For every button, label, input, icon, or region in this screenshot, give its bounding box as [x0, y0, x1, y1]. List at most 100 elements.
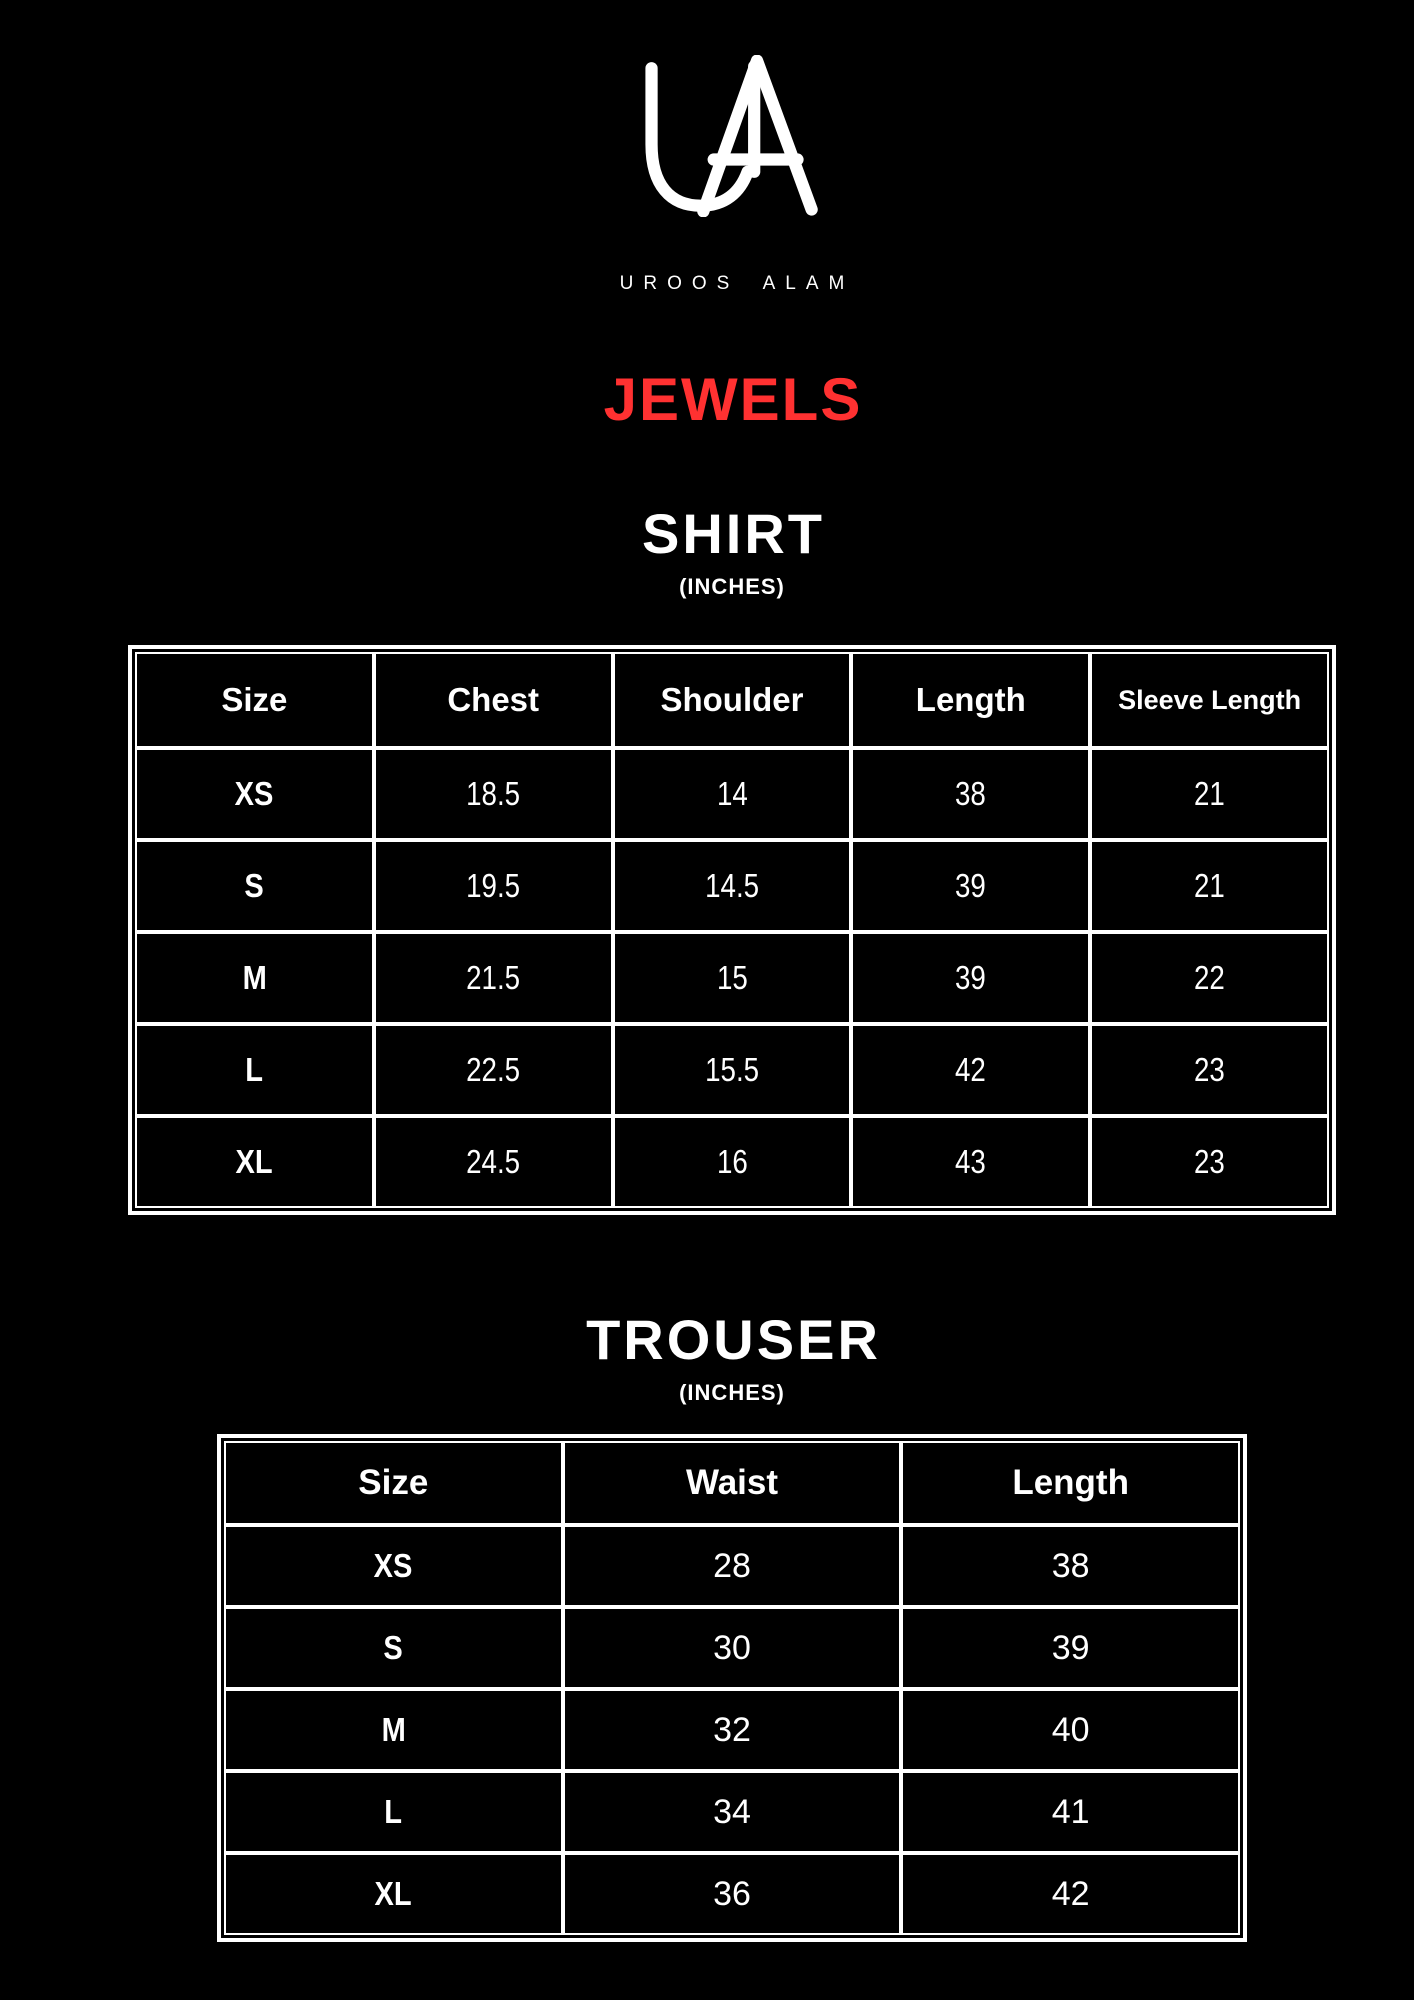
size-label-cell: XS	[224, 1525, 563, 1607]
measurement-cell: 30	[562, 1607, 902, 1689]
table-row: S 19.5 14.5 39 21	[135, 840, 1329, 932]
size-label: XS	[373, 1547, 413, 1584]
measurement-value: 23	[1194, 1143, 1226, 1180]
brand-name: UROOS ALAM	[619, 273, 855, 294]
column-header-label: Size	[358, 1463, 429, 1502]
measurement-cell: 34	[562, 1771, 902, 1853]
measurement-cell: 32	[562, 1689, 902, 1771]
trouser-size-table: Size Waist Length XS 28 38 S 30 39 M 32 40 L 34 41 XL 3…	[217, 1434, 1247, 1942]
shirt-table-head: Size Chest Shoulder Length Sleeve Length	[135, 652, 1329, 748]
size-label-cell: XL	[224, 1853, 563, 1935]
measurement-cell: 23	[1090, 1024, 1329, 1116]
measurement-cell: 19.5	[373, 840, 613, 932]
measurement-cell: 22	[1090, 932, 1329, 1024]
measurement-cell: 42	[901, 1853, 1240, 1935]
column-header-cell: Shoulder	[612, 652, 852, 748]
table-row: S 30 39	[224, 1607, 1240, 1689]
size-label: L	[245, 1051, 264, 1088]
measurement-cell: 21.5	[373, 932, 613, 1024]
measurement-cell: 38	[851, 748, 1091, 840]
shirt-title: SHIRT	[642, 502, 825, 565]
size-label: M	[242, 959, 267, 996]
column-header-cell: Size	[135, 652, 374, 748]
measurement-cell: 39	[851, 932, 1091, 1024]
column-header-cell: Size	[224, 1441, 563, 1525]
size-label: XL	[374, 1875, 412, 1912]
measurement-value: 19.5	[466, 867, 521, 904]
table-row: XS 18.5 14 38 21	[135, 748, 1329, 840]
table-row: L 22.5 15.5 42 23	[135, 1024, 1329, 1116]
size-label-cell: S	[224, 1607, 563, 1689]
measurement-value: 14.5	[705, 867, 759, 904]
measurement-value: 39	[1051, 1628, 1090, 1667]
size-label-cell: M	[224, 1689, 563, 1771]
shirt-table: Size Chest Shoulder Length Sleeve Length XS 1…	[135, 652, 1329, 1208]
column-header-label: Length	[1012, 1463, 1129, 1502]
measurement-cell: 21	[1090, 748, 1329, 840]
measurement-value: 34	[713, 1792, 751, 1831]
shirt-section: SHIRT (INCHES) Size Chest Shoulder Length Sl…	[25, 506, 1414, 1215]
measurement-cell: 39	[851, 840, 1091, 932]
column-header-label: Size	[221, 681, 288, 718]
shirt-table-body: XS 18.5 14 38 21 S 19.5 14.5 39 21 M 21.5 15 39 22 L 22.…	[135, 748, 1329, 1208]
measurement-cell: 43	[851, 1116, 1091, 1208]
column-header-cell: Waist	[562, 1441, 902, 1525]
measurement-value: 18.5	[466, 775, 521, 812]
measurement-value: 42	[1051, 1874, 1090, 1913]
measurement-cell: 39	[901, 1607, 1240, 1689]
brand-header: UROOS ALAM	[25, 0, 1414, 295]
size-label-cell: L	[224, 1771, 563, 1853]
measurement-cell: 36	[562, 1853, 902, 1935]
measurement-value: 28	[713, 1546, 751, 1585]
measurement-value: 36	[713, 1874, 751, 1913]
size-label: XS	[235, 775, 274, 812]
trouser-table-body: XS 28 38 S 30 39 M 32 40 L 34 41 XL 36 42	[224, 1525, 1240, 1935]
measurement-cell: 28	[562, 1525, 902, 1607]
brand-logo-ua-monogram-icon	[645, 55, 819, 217]
measurement-value: 39	[955, 867, 987, 904]
measurement-cell: 42	[851, 1024, 1091, 1116]
size-label-cell: M	[135, 932, 374, 1024]
size-label: S	[383, 1629, 404, 1666]
measurement-value: 41	[1051, 1792, 1090, 1831]
measurement-cell: 38	[901, 1525, 1240, 1607]
measurement-cell: 22.5	[373, 1024, 613, 1116]
table-row: L 34 41	[224, 1771, 1240, 1853]
measurement-cell: 15.5	[612, 1024, 852, 1116]
column-header-cell: Length	[901, 1441, 1240, 1525]
trouser-header-row: Size Waist Length	[224, 1441, 1240, 1525]
shirt-header-row: Size Chest Shoulder Length Sleeve Length	[135, 652, 1329, 748]
column-header-label: Sleeve Length	[1118, 684, 1302, 715]
collection-title: JEWELS	[603, 366, 863, 433]
measurement-cell: 24.5	[373, 1116, 613, 1208]
measurement-value: 38	[955, 775, 987, 812]
measurement-cell: 23	[1090, 1116, 1329, 1208]
measurement-value: 22.5	[466, 1051, 521, 1088]
table-row: M 32 40	[224, 1689, 1240, 1771]
size-label: M	[381, 1711, 406, 1748]
trouser-table: Size Waist Length XS 28 38 S 30 39 M 32 40 L 34 41 XL 3…	[224, 1441, 1240, 1935]
measurement-cell: 15	[612, 932, 852, 1024]
measurement-value: 21.5	[466, 959, 521, 996]
measurement-value: 21	[1194, 867, 1226, 904]
measurement-value: 43	[955, 1143, 987, 1180]
measurement-value: 32	[713, 1710, 751, 1749]
table-row: XL 36 42	[224, 1853, 1240, 1935]
measurement-value: 42	[955, 1051, 987, 1088]
size-label-cell: L	[135, 1024, 374, 1116]
measurement-value: 15	[716, 959, 748, 996]
measurement-value: 30	[713, 1628, 751, 1667]
measurement-value: 39	[955, 959, 987, 996]
size-label: S	[244, 867, 265, 904]
measurement-cell: 40	[901, 1689, 1240, 1771]
measurement-cell: 21	[1090, 840, 1329, 932]
content-column: UROOS ALAM JEWELS SHIRT (INCHES) Size Che…	[25, 0, 1414, 1942]
size-label: L	[384, 1793, 403, 1830]
table-row: XS 28 38	[224, 1525, 1240, 1607]
column-header-cell: Chest	[373, 652, 613, 748]
trouser-section: TROUSER (INCHES) Size Waist Length XS 28 38 S…	[25, 1312, 1414, 1942]
table-row: XL 24.5 16 43 23	[135, 1116, 1329, 1208]
measurement-cell: 14	[612, 748, 852, 840]
table-row: M 21.5 15 39 22	[135, 932, 1329, 1024]
